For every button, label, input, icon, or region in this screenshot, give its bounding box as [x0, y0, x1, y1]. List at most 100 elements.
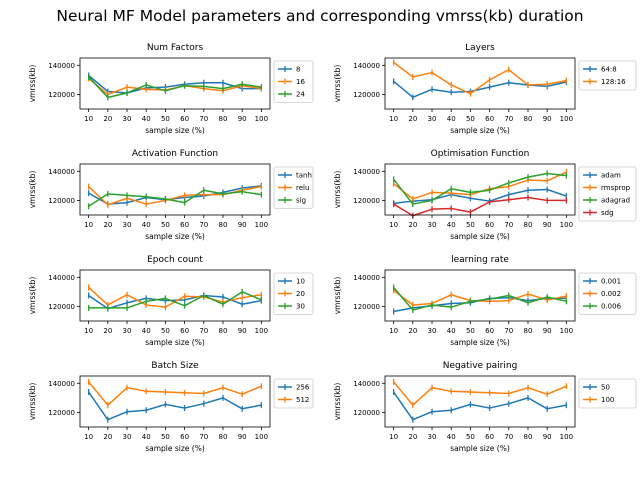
x-tick-label: 90	[238, 115, 247, 123]
x-tick-label: 50	[161, 115, 170, 123]
x-tick-label: 100	[255, 327, 268, 335]
x-axis-label: sample size (%)	[145, 126, 205, 135]
legend: adam rmsprop adagrad sdg	[578, 166, 637, 222]
y-axis-label: vmrss(kb)	[333, 383, 342, 421]
legend-box	[273, 60, 314, 103]
y-axis-label: vmrss(kb)	[333, 65, 342, 103]
x-tick-label: 50	[161, 221, 170, 229]
x-tick-label: 100	[255, 221, 268, 229]
x-tick-label: 90	[238, 433, 247, 441]
x-tick-label: 50	[161, 433, 170, 441]
y-tick-label: 120000	[353, 197, 380, 205]
x-axis-label: sample size (%)	[145, 444, 205, 453]
chart-title: Activation Function	[132, 149, 218, 159]
series-line	[88, 381, 262, 406]
legend-box	[578, 272, 637, 315]
x-axis-label: sample size (%)	[450, 338, 510, 347]
x-tick-label: 40	[142, 221, 151, 229]
legend-label: 30	[296, 303, 305, 311]
legend-label: rmsprop	[601, 184, 631, 192]
legend-label: 8	[296, 66, 300, 74]
x-tick-label: 30	[428, 433, 437, 441]
chart-panel-1: Num Factors 10 20 30 40 50 60 70 80 90 100 120000 14…	[28, 43, 314, 135]
x-tick-label: 10	[84, 115, 93, 123]
x-tick-label: 70	[504, 221, 513, 229]
legend-label: 128:16	[601, 78, 626, 86]
legend: 8 16 24	[273, 60, 314, 103]
x-tick-label: 90	[238, 327, 247, 335]
x-tick-label: 80	[219, 433, 228, 441]
legend-label: 10	[296, 278, 305, 286]
y-axis-label: vmrss(kb)	[333, 277, 342, 315]
x-tick-label: 10	[84, 433, 93, 441]
y-axis-label: vmrss(kb)	[333, 171, 342, 209]
x-tick-label: 10	[84, 327, 93, 335]
x-axis-label: sample size (%)	[450, 444, 510, 453]
x-tick-label: 70	[504, 327, 513, 335]
legend-label: 16	[296, 78, 305, 86]
plot-frame	[384, 57, 576, 110]
y-tick-label: 120000	[48, 409, 75, 417]
x-tick-label: 80	[524, 115, 533, 123]
x-tick-label: 90	[238, 221, 247, 229]
x-tick-label: 80	[524, 327, 533, 335]
legend-label: 256	[296, 384, 310, 392]
series-line	[393, 188, 567, 205]
x-tick-label: 10	[84, 221, 93, 229]
legend-label: sig	[296, 197, 306, 205]
x-tick-label: 100	[255, 115, 268, 123]
x-tick-label: 30	[428, 327, 437, 335]
x-tick-label: 20	[103, 221, 112, 229]
x-axis-label: sample size (%)	[450, 126, 510, 135]
x-tick-label: 30	[428, 221, 437, 229]
x-tick-label: 80	[219, 115, 228, 123]
legend-label: 20	[296, 290, 305, 298]
y-tick-label: 140000	[48, 62, 75, 70]
legend-label: 0.001	[601, 278, 621, 286]
x-tick-label: 70	[504, 115, 513, 123]
x-tick-label: 60	[485, 433, 494, 441]
legend-label: 24	[296, 91, 305, 99]
plot-frame	[384, 163, 576, 216]
legend-label: 0.002	[601, 290, 621, 298]
plot-frame	[384, 375, 576, 428]
y-tick-label: 140000	[48, 168, 75, 176]
figure-title: Neural MF Model parameters and correspon…	[56, 7, 584, 25]
x-tick-label: 10	[389, 221, 398, 229]
x-tick-label: 40	[447, 221, 456, 229]
x-tick-label: 60	[180, 115, 189, 123]
x-tick-label: 80	[524, 433, 533, 441]
series-line	[393, 391, 567, 421]
chart-title: Epoch count	[147, 255, 203, 265]
x-tick-label: 10	[389, 327, 398, 335]
x-tick-label: 10	[389, 115, 398, 123]
x-tick-label: 80	[219, 327, 228, 335]
legend-label: 0.006	[601, 303, 622, 311]
series-line	[88, 76, 262, 99]
y-tick-label: 140000	[353, 168, 380, 176]
x-tick-label: 70	[504, 433, 513, 441]
series-line	[393, 287, 567, 311]
plot-frame	[384, 269, 576, 322]
plot-frame	[79, 57, 271, 110]
x-tick-label: 20	[408, 221, 417, 229]
x-tick-label: 60	[485, 115, 494, 123]
chart-panel-4: Optimisation Function 10 20 30 40 50 60 70 80 90 1…	[333, 149, 637, 241]
x-tick-label: 90	[543, 221, 552, 229]
legend-label: tanh	[296, 172, 312, 180]
x-tick-label: 40	[447, 433, 456, 441]
y-axis-label: vmrss(kb)	[28, 383, 37, 421]
x-tick-label: 50	[161, 327, 170, 335]
x-tick-label: 30	[123, 327, 132, 335]
x-tick-label: 30	[123, 433, 132, 441]
x-axis-label: sample size (%)	[145, 338, 205, 347]
y-tick-label: 120000	[353, 91, 380, 99]
plot-frame	[79, 269, 271, 322]
legend-label: relu	[296, 184, 309, 192]
legend-box	[273, 272, 314, 315]
chart-panel-7: Batch Size 10 20 30 40 50 60 70 80 90 100 120000 140…	[28, 361, 314, 453]
legend-label: sdg	[601, 209, 614, 217]
legend-label: 512	[296, 396, 309, 404]
y-tick-label: 120000	[48, 303, 75, 311]
